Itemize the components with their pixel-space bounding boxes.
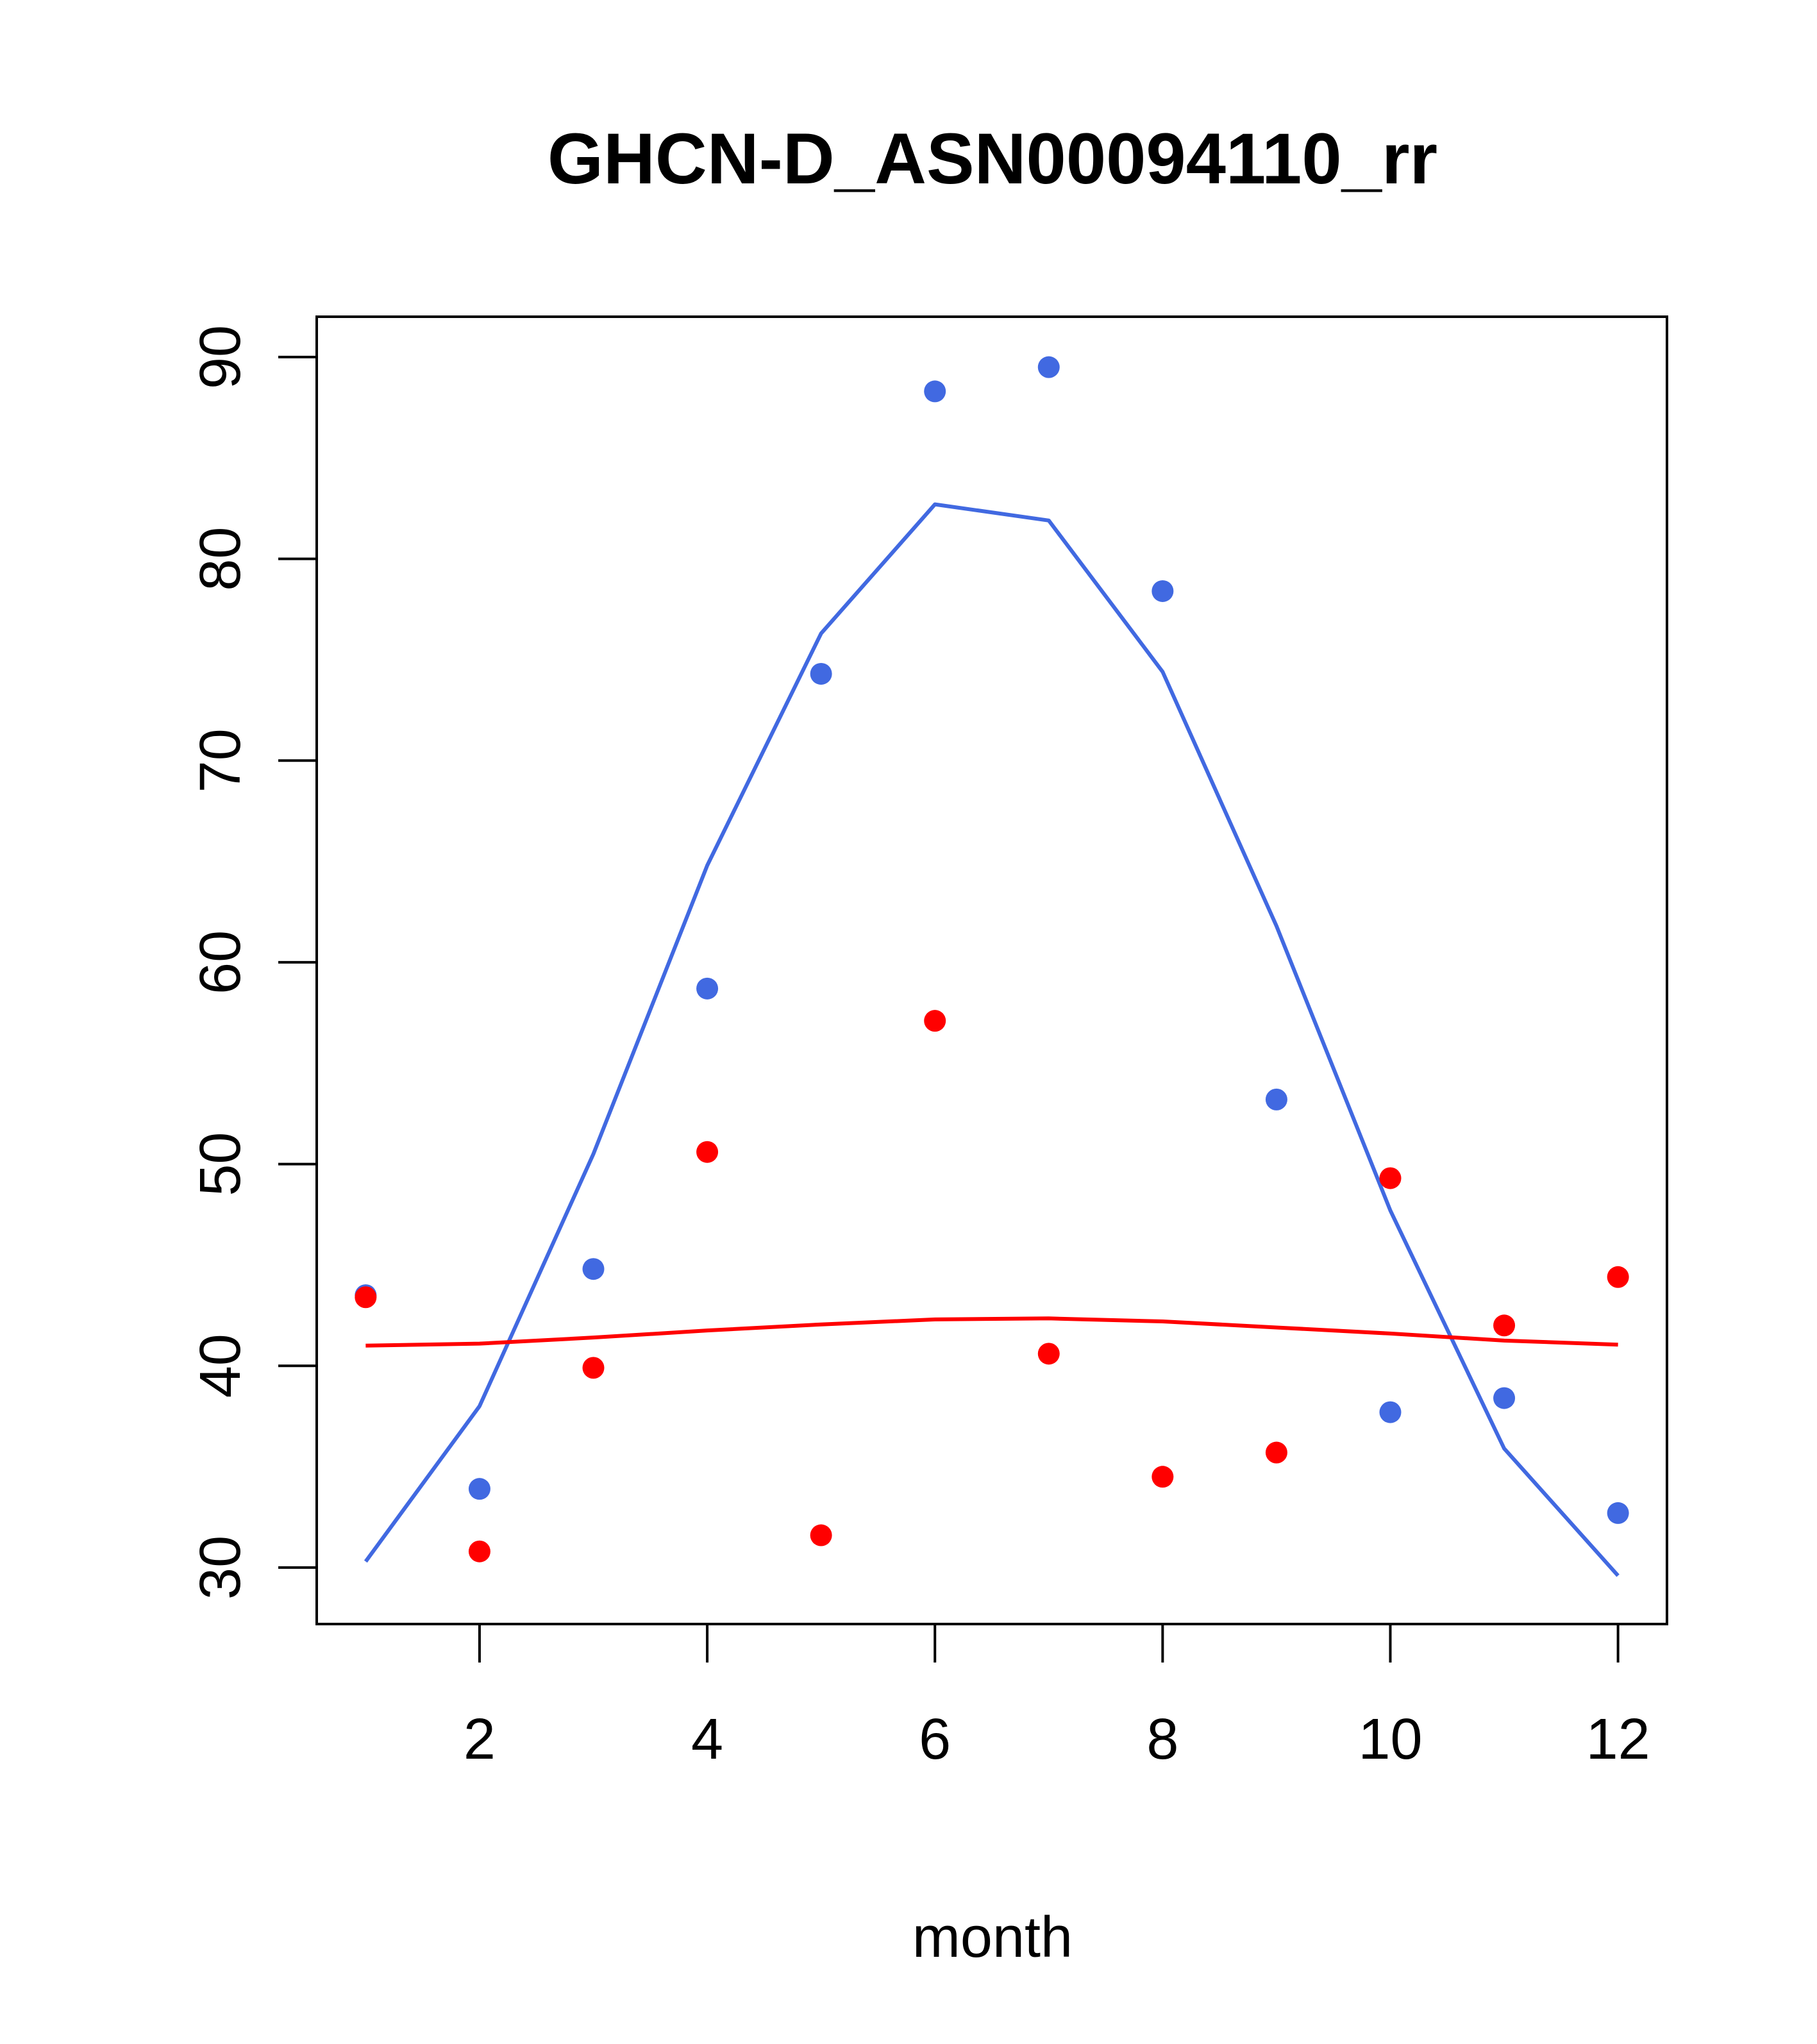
data-point-red-points [1379,1167,1402,1189]
data-point-red-points [1607,1266,1629,1288]
y-tick-label: 60 [188,930,253,994]
data-point-blue-points [924,380,946,403]
data-point-blue-points [468,1478,490,1500]
x-axis: 2 4 6 8 10 12 [464,1623,1650,1772]
data-point-blue-points [696,977,719,1000]
y-tick-label: 30 [188,1536,253,1600]
data-point-blue-points [810,662,832,685]
data-point-red-points [1493,1314,1516,1337]
x-tick-label: 4 [691,1707,723,1772]
series-line-red-fit [365,1316,1618,1348]
x-tick-label: 10 [1358,1707,1422,1772]
data-point-red-points [696,1141,719,1163]
data-point-red-points [1151,1466,1174,1488]
data-point-red-points [1037,1343,1060,1365]
x-tick-label: 2 [464,1707,496,1772]
series-points [355,356,1629,1562]
x-tick-label: 12 [1586,1707,1650,1772]
x-tick-label: 6 [919,1707,951,1772]
data-point-red-points [355,1286,377,1309]
data-point-red-points [582,1357,605,1379]
data-point-red-points [924,1010,946,1032]
chart-title: GHCN-D_ASN00094110_rr [548,119,1437,199]
x-tick-label: 8 [1146,1707,1178,1772]
y-tick-label: 50 [188,1132,253,1196]
data-point-red-points [1265,1441,1287,1464]
series-lines [364,502,1620,1577]
y-tick-label: 70 [188,728,253,792]
y-tick-label: 80 [188,527,253,591]
data-point-blue-points [1265,1088,1287,1110]
data-point-red-points [468,1540,490,1562]
y-tick-label: 90 [188,325,253,389]
data-point-blue-points [1493,1387,1516,1409]
data-point-red-points [810,1524,832,1546]
data-point-blue-points [1151,580,1174,602]
data-point-blue-points [1037,356,1060,378]
data-point-blue-points [582,1258,605,1280]
y-tick-label: 40 [188,1334,253,1398]
series-line-blue-fit [364,502,1620,1577]
x-axis-label: month [912,1906,1073,1970]
data-point-blue-points [1607,1502,1629,1524]
data-point-blue-points [1379,1401,1402,1423]
y-axis: 30 40 50 60 70 80 90 [188,325,318,1600]
